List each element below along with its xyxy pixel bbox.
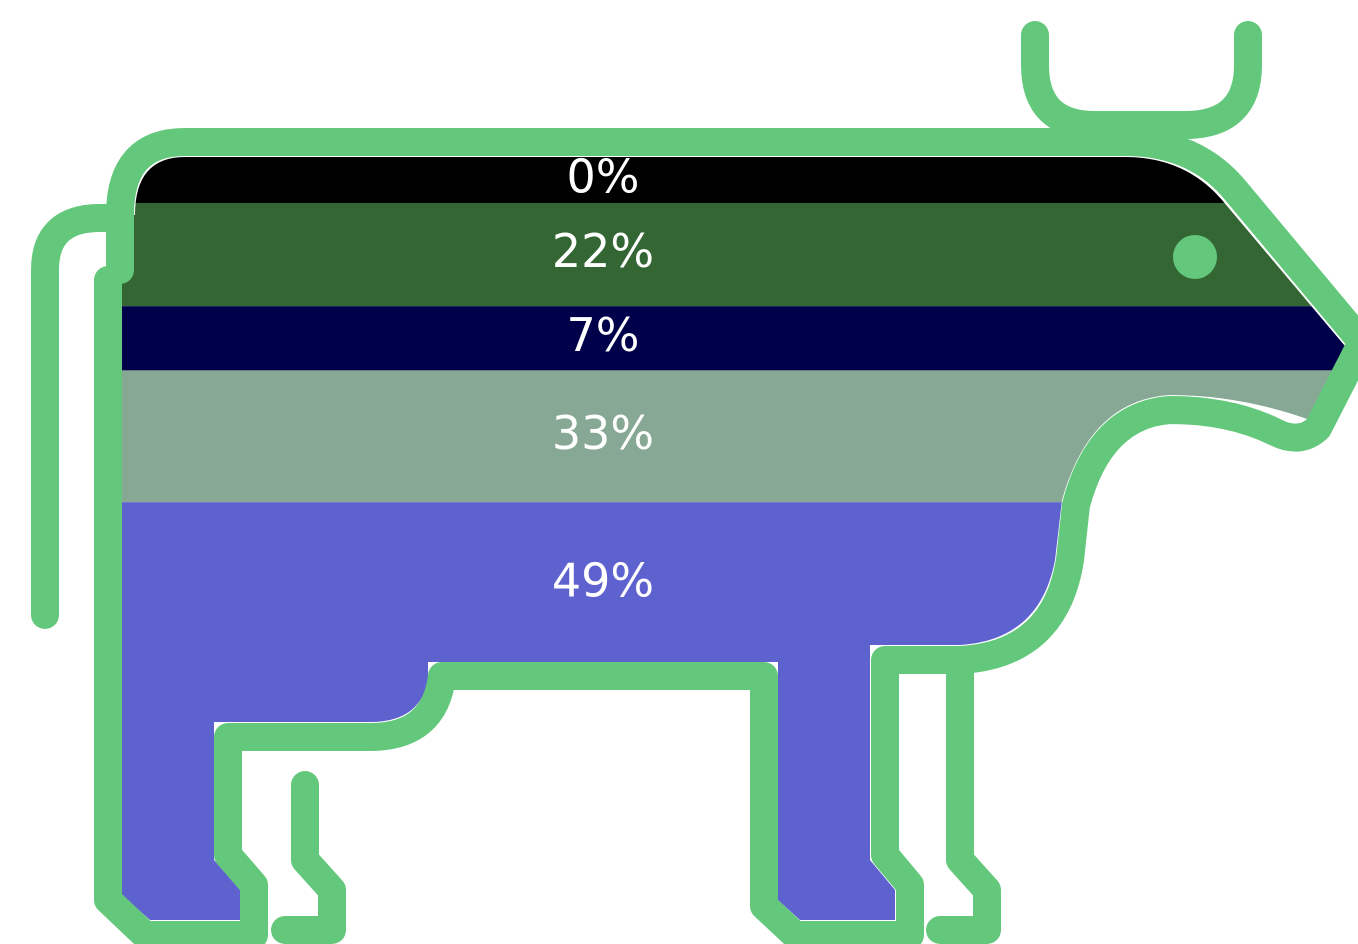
back-leg <box>926 656 1001 944</box>
eye <box>1173 235 1217 279</box>
horns <box>1021 21 1262 139</box>
cow-outline <box>31 21 1358 944</box>
body-outline <box>94 128 1358 944</box>
band <box>122 157 1350 203</box>
tail <box>31 204 134 629</box>
value-label: 22% <box>552 224 654 278</box>
bands <box>122 157 1350 920</box>
value-label: 49% <box>552 554 654 608</box>
value-label: 7% <box>567 308 640 362</box>
labels: 0% 22% 7% 33% 49% <box>552 150 654 608</box>
band <box>122 203 1350 307</box>
band <box>122 502 1350 920</box>
value-label: 0% <box>567 150 640 204</box>
value-label: 33% <box>552 406 654 460</box>
back-leg <box>271 771 346 944</box>
band <box>122 370 1350 503</box>
band <box>122 306 1350 371</box>
